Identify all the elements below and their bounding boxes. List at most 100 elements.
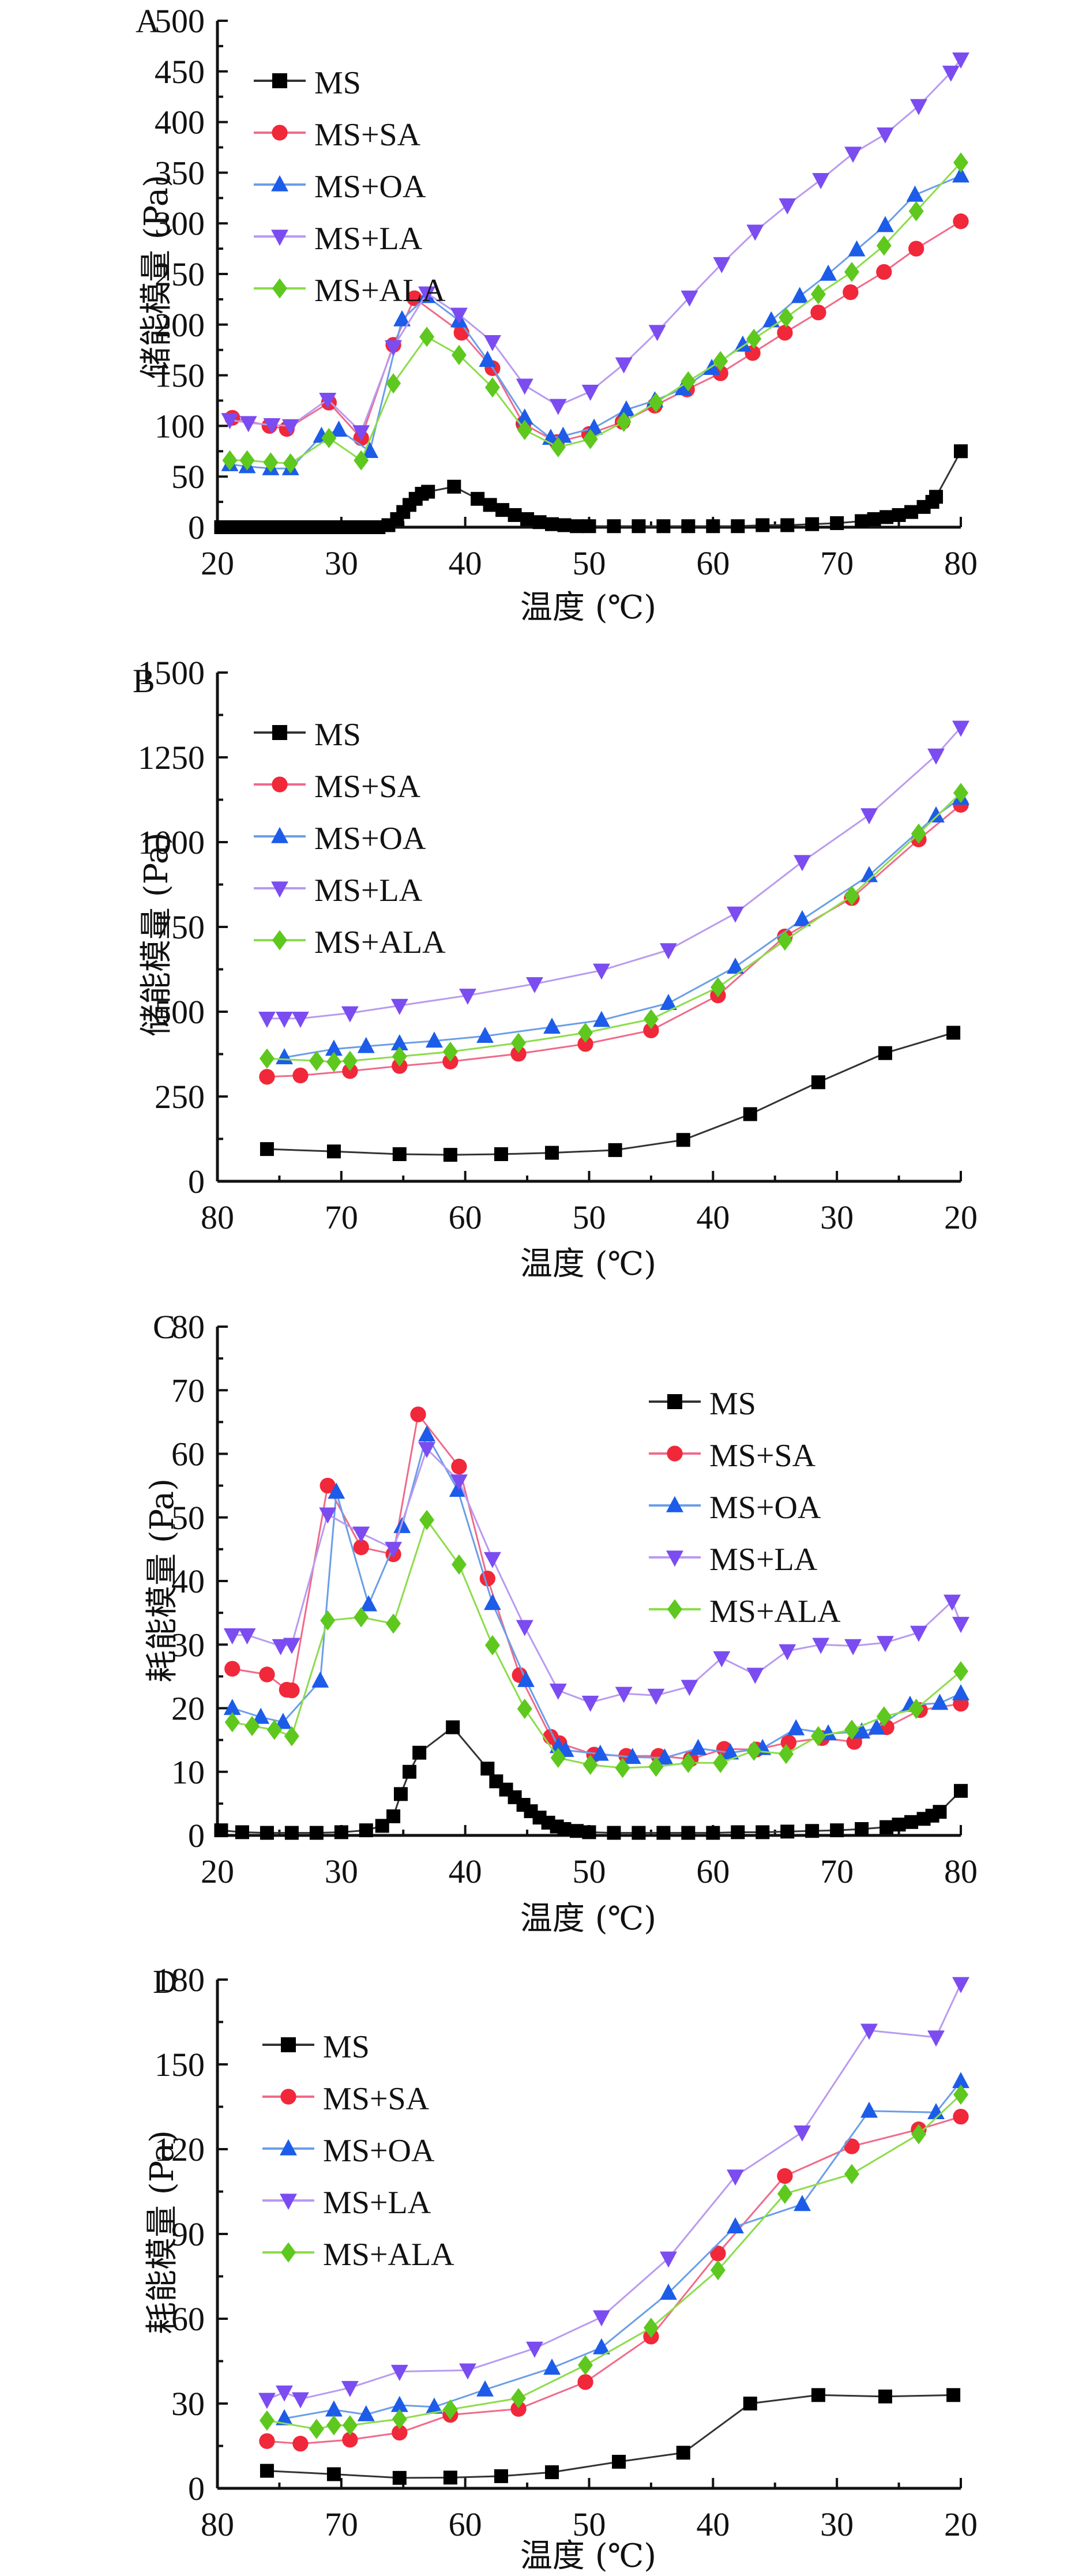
data-point <box>952 52 969 69</box>
x-tick-label: 80 <box>201 2506 234 2543</box>
data-point <box>235 1825 249 1839</box>
legend-label: MS <box>709 1386 756 1422</box>
data-point <box>876 1706 892 1727</box>
legend-label: MS+LA <box>323 2185 431 2221</box>
data-point <box>276 2385 293 2402</box>
data-point <box>582 429 598 449</box>
data-point <box>953 2109 969 2125</box>
data-point <box>756 518 770 532</box>
legend-label: MS+ALA <box>314 925 446 960</box>
data-point <box>450 1474 468 1491</box>
data-point <box>743 2397 757 2410</box>
data-point <box>844 147 862 163</box>
legend-label: MS+SA <box>314 769 421 805</box>
panel-letter: B <box>133 662 155 700</box>
data-point <box>952 1684 969 1700</box>
data-point <box>319 393 337 409</box>
data-point <box>632 519 646 534</box>
data-point <box>570 1824 584 1838</box>
data-point <box>520 512 535 526</box>
data-point <box>811 2388 825 2402</box>
data-point <box>860 2023 878 2040</box>
legend-label: MS <box>314 717 361 753</box>
data-point <box>929 490 944 504</box>
data-point <box>385 340 403 356</box>
series-line <box>266 2394 954 2479</box>
data-point <box>953 2084 968 2105</box>
data-point <box>582 1755 598 1775</box>
data-point <box>359 520 373 534</box>
legend-label: MS+LA <box>709 1542 818 1578</box>
data-point <box>681 519 696 534</box>
data-point <box>326 1144 341 1159</box>
legend-item: MS+ALA <box>254 925 446 960</box>
legend-marker <box>280 2139 297 2156</box>
data-point <box>550 437 566 457</box>
data-point <box>927 748 945 765</box>
data-point <box>844 885 859 906</box>
y-tick-label: 30 <box>171 2385 205 2423</box>
data-point <box>459 989 476 1005</box>
data-point <box>844 1719 859 1740</box>
data-point <box>811 1075 825 1090</box>
data-point <box>392 1147 407 1161</box>
data-point <box>794 855 811 872</box>
data-point <box>844 261 859 283</box>
legend-marker <box>271 175 288 191</box>
x-axis-title: 温度 (℃) <box>520 1245 656 1283</box>
y-tick-label: 90 <box>171 2215 205 2253</box>
data-point <box>263 452 279 473</box>
legend-item: MS+OA <box>254 169 426 205</box>
legend-marker <box>281 2037 296 2052</box>
data-point <box>593 1011 610 1027</box>
series-ms-ala <box>222 152 968 474</box>
data-point <box>222 450 238 471</box>
data-point <box>263 418 281 434</box>
data-point <box>342 2415 358 2436</box>
data-point <box>780 518 795 532</box>
series-ms-la <box>223 1441 969 1712</box>
data-point <box>607 1826 621 1840</box>
series-ms-oa <box>276 2072 969 2425</box>
data-point <box>820 264 837 281</box>
data-point <box>357 2405 375 2421</box>
legend-item: MS+OA <box>262 2133 435 2169</box>
legend-item: MS+LA <box>254 873 423 908</box>
data-point <box>260 520 274 534</box>
data-point <box>933 1805 947 1819</box>
data-point <box>260 2464 274 2478</box>
data-point <box>321 427 337 449</box>
data-point <box>860 866 878 883</box>
series-line <box>266 727 962 1020</box>
data-point <box>618 400 635 417</box>
data-point <box>794 2195 811 2211</box>
series-line <box>232 1447 962 1704</box>
data-point <box>223 520 237 534</box>
data-point <box>660 994 677 1010</box>
series-ms <box>214 444 968 534</box>
data-point <box>593 2310 610 2327</box>
legend-label: MS+ALA <box>709 1594 841 1629</box>
data-point <box>577 2374 593 2390</box>
data-point <box>322 520 336 534</box>
data-point <box>484 377 500 398</box>
legend-item: MS+SA <box>649 1438 816 1474</box>
data-point <box>674 379 692 396</box>
data-point <box>550 1747 566 1768</box>
series-ms <box>214 1720 968 1840</box>
data-point <box>612 2454 626 2469</box>
data-point <box>357 1037 375 1053</box>
data-point <box>681 1826 696 1840</box>
data-point <box>615 357 633 374</box>
data-point <box>385 1542 403 1559</box>
data-point <box>952 1977 969 1993</box>
data-point <box>946 2388 961 2402</box>
series-ms-la <box>258 720 969 1028</box>
y-tick-label: 250 <box>155 256 205 293</box>
data-point <box>727 2217 744 2233</box>
y-tick-label: 150 <box>155 357 205 395</box>
legend-label: MS+ALA <box>314 273 446 309</box>
data-point <box>616 411 632 432</box>
legend-item: MS+LA <box>254 221 423 257</box>
